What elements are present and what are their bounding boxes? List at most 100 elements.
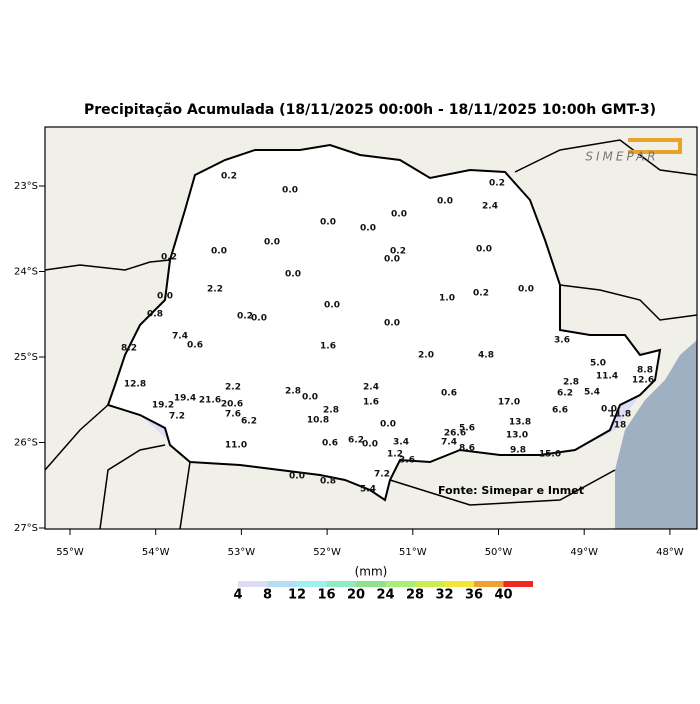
station-value: 0.0 <box>324 301 340 311</box>
colorbar-label: 20 <box>347 588 365 603</box>
station-value: 8.8 <box>637 366 653 376</box>
colorbar-segment <box>238 581 268 587</box>
station-value: 2.2 <box>225 383 241 393</box>
station-value: 0.8 <box>147 310 163 320</box>
lat-label: 27°S <box>14 523 38 534</box>
station-value: 7.2 <box>374 470 390 480</box>
ocean <box>615 340 697 529</box>
lon-label: 55°W <box>56 547 84 558</box>
station-value: 2.8 <box>563 378 579 388</box>
station-value: 0.0 <box>391 210 407 220</box>
station-value: 10.8 <box>307 416 329 426</box>
logo: SIMEPAR <box>585 138 682 164</box>
station-value: 0.0 <box>285 270 301 280</box>
station-value: 0.0 <box>362 440 378 450</box>
colorbar-label: 16 <box>317 588 335 603</box>
station-value: 12.8 <box>124 380 146 390</box>
colorbar-segment <box>326 581 356 587</box>
logo-text: SIMEPAR <box>585 150 658 164</box>
station-value: 2.2 <box>207 285 223 295</box>
colorbar-segment <box>208 581 238 587</box>
station-value: 6.2 <box>348 436 364 446</box>
station-value: 7.6 <box>225 410 241 420</box>
station-value: 9.8 <box>510 446 526 456</box>
station-value: 7.2 <box>169 412 185 422</box>
colorbar-segment <box>474 581 504 587</box>
station-value: 6.6 <box>552 406 568 416</box>
colorbar-label: 8 <box>263 588 272 603</box>
station-value: 0.2 <box>237 312 253 322</box>
station-value: 17.0 <box>498 398 520 408</box>
lat-label: 26°S <box>14 438 38 449</box>
station-value: 0.0 <box>282 186 298 196</box>
station-value: 19.2 <box>152 401 174 411</box>
lon-label: 48°W <box>656 547 684 558</box>
station-value: 0.2 <box>221 172 237 182</box>
station-value: 0.2 <box>161 253 177 263</box>
station-value: 19.4 <box>174 394 196 404</box>
station-value: 11.4 <box>596 372 618 382</box>
station-value: 15.0 <box>539 450 561 460</box>
station-value: 0.0 <box>384 319 400 329</box>
station-value: 13.0 <box>506 431 528 441</box>
neighbor-borders <box>44 139 698 530</box>
station-value: 3.4 <box>393 438 409 448</box>
station-value: 0.0 <box>601 405 617 415</box>
colorbar-label: 40 <box>494 588 512 603</box>
station-value: 0.0 <box>264 238 280 248</box>
station-value: 3.6 <box>399 456 415 466</box>
station-value: 0.2 <box>489 179 505 189</box>
colorbar-unit: (mm) <box>355 565 388 579</box>
station-value: 0.0 <box>302 393 318 403</box>
colorbar-label: 32 <box>435 588 453 603</box>
station-value: 1.0 <box>439 294 455 304</box>
station-value: 0.0 <box>437 197 453 207</box>
station-value: 0.0 <box>251 314 267 324</box>
colorbar-segment <box>444 581 474 587</box>
station-value: 2.4 <box>363 383 379 393</box>
colorbar-segment <box>297 581 327 587</box>
station-value: 2.8 <box>285 387 301 397</box>
station-value: 6.2 <box>241 417 257 427</box>
station-value: 18 <box>614 421 627 431</box>
station-value: 7.4 <box>441 438 457 448</box>
logo-mark <box>628 138 682 154</box>
lat-label: 25°S <box>14 352 38 363</box>
lon-label: 53°W <box>228 547 256 558</box>
colorbar-label: 24 <box>376 588 394 603</box>
source-note: Fonte: Simepar e Inmet <box>438 484 584 497</box>
station-value: 0.0 <box>157 292 173 302</box>
colorbar-label: 12 <box>288 588 306 603</box>
station-value: 11.8 <box>609 410 631 420</box>
station-value: 0.0 <box>320 218 336 228</box>
station-value: 1.6 <box>363 398 379 408</box>
station-value: 0.2 <box>473 289 489 299</box>
station-value: 21.6 <box>199 396 221 406</box>
station-value: 4.8 <box>478 351 494 361</box>
station-value: 6.2 <box>557 389 573 399</box>
station-value: 26.6 <box>444 429 466 439</box>
station-value: 0.0 <box>380 420 396 430</box>
station-value: 13.8 <box>509 418 531 428</box>
station-value: 20.6 <box>221 400 243 410</box>
station-value: 1.6 <box>320 342 336 352</box>
lon-label: 50°W <box>485 547 513 558</box>
lat-label: 24°S <box>14 267 38 278</box>
station-value: 0.8 <box>320 477 336 487</box>
colorbar-label: 4 <box>233 588 242 603</box>
station-value: 1.2 <box>387 450 403 460</box>
lon-label: 52°W <box>313 547 341 558</box>
colorbar-segment <box>385 581 415 587</box>
colorbar-segment <box>356 581 386 587</box>
station-value: 7.4 <box>172 332 188 342</box>
colorbar-label: 28 <box>406 588 424 603</box>
station-value: 0.6 <box>322 439 338 449</box>
lon-label: 49°W <box>570 547 598 558</box>
station-value: 8.2 <box>121 344 137 354</box>
station-value: 2.8 <box>323 406 339 416</box>
station-value: 0.0 <box>211 247 227 257</box>
station-value: 0.0 <box>289 472 305 482</box>
station-value: 0.0 <box>476 245 492 255</box>
station-value: 11.0 <box>225 441 247 451</box>
